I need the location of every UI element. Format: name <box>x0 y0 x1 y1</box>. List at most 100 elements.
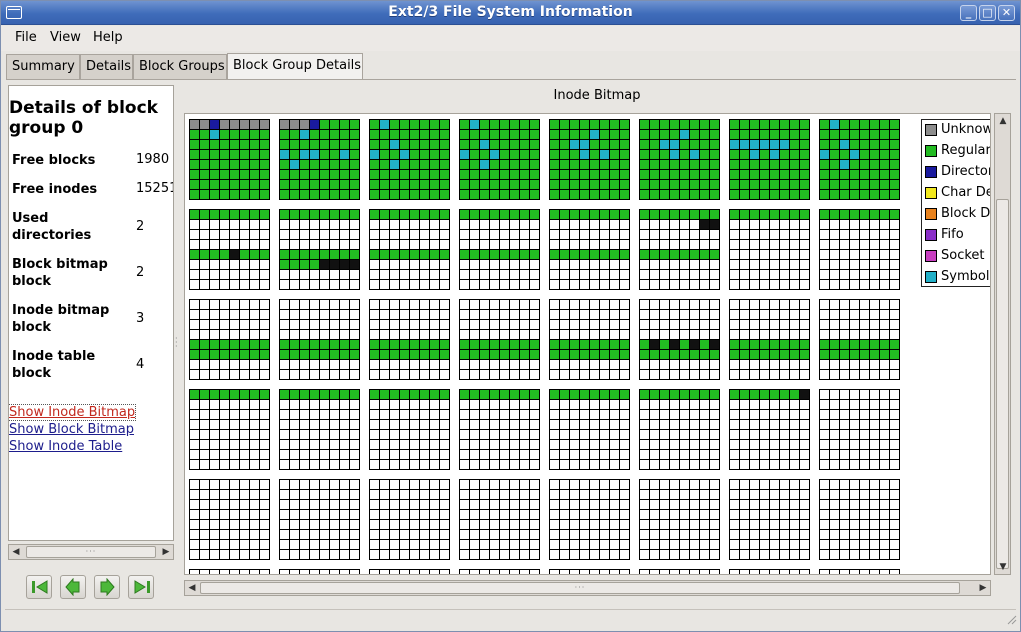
show-block-bitmap-link[interactable]: Show Block Bitmap <box>9 422 135 437</box>
legend-label: Directory <box>941 164 990 179</box>
bitmap-block <box>369 209 450 290</box>
show-inode-table-link[interactable]: Show Inode Table <box>9 439 123 454</box>
tab-summary[interactable]: Summary <box>6 54 80 79</box>
menu-help[interactable]: Help <box>93 30 123 45</box>
bitmap-block <box>819 389 900 470</box>
close-button[interactable]: ✕ <box>998 5 1015 21</box>
scroll-down-icon[interactable]: ▼ <box>999 562 1007 572</box>
legend-item: Symbolic Link <box>925 268 990 286</box>
legend-label: Fifo <box>941 227 964 242</box>
legend-item: Char Device <box>925 184 990 205</box>
first-icon <box>32 580 48 594</box>
char-device-swatch <box>925 187 937 199</box>
bitmap-block <box>369 299 450 380</box>
bitmap-block <box>459 389 540 470</box>
maximize-button[interactable]: □ <box>979 5 996 21</box>
bitmap-vscrollbar[interactable]: ▲ ▼ <box>994 113 1011 575</box>
fifo-swatch <box>925 229 937 241</box>
bitmap-block <box>279 569 360 574</box>
bitmap-block <box>189 209 270 290</box>
bitmap-header: Inode Bitmap <box>553 88 641 103</box>
bitmap-block <box>459 209 540 290</box>
bitmap-block <box>369 479 450 560</box>
regular-swatch <box>925 145 937 157</box>
bitmap-block <box>549 299 630 380</box>
menu-bar: File View Help <box>1 26 1020 51</box>
block-bitmap-value: 2 <box>136 265 145 280</box>
bitmap-block <box>189 389 270 470</box>
bitmap-block <box>729 119 810 200</box>
bitmap-block <box>549 479 630 560</box>
legend-item: Directory <box>925 163 990 184</box>
tab-details[interactable]: Details <box>80 54 133 79</box>
window-title: Ext2/3 File System Information <box>388 4 633 20</box>
previous-button[interactable] <box>60 575 86 599</box>
scroll-up-icon[interactable]: ▲ <box>999 116 1007 126</box>
legend-label: Regular <box>941 143 991 158</box>
title-bar[interactable]: Ext2/3 File System Information _ □ ✕ <box>1 1 1020 25</box>
last-icon <box>134 580 150 594</box>
show-inode-bitmap-link[interactable]: Show Inode Bitmap <box>9 404 137 421</box>
bitmap-block <box>459 479 540 560</box>
menu-file[interactable]: File <box>15 30 37 45</box>
bitmap-block <box>819 299 900 380</box>
bitmap-block <box>189 119 270 200</box>
next-button[interactable] <box>94 575 120 599</box>
bitmap-block <box>279 299 360 380</box>
bitmap-block <box>639 209 720 290</box>
scroll-right-icon[interactable]: ▶ <box>979 583 987 593</box>
tab-block-group-details[interactable]: Block Group Details <box>227 53 363 80</box>
bitmap-block <box>189 569 270 574</box>
bitmap-block <box>279 479 360 560</box>
inode-table-value: 4 <box>136 357 145 372</box>
minimize-button[interactable]: _ <box>960 5 977 21</box>
free-blocks-value: 1980 <box>136 152 170 167</box>
bitmap-hscrollbar[interactable]: ◀ ··· ▶ <box>184 580 991 596</box>
bitmap-block <box>279 389 360 470</box>
legend-label: Symbolic Link <box>941 269 990 284</box>
details-panel: Details of block group 0 Free blocks 198… <box>8 85 174 541</box>
free-inodes-value: 15251 <box>136 181 174 196</box>
resize-grip-icon[interactable] <box>1005 613 1017 627</box>
scroll-left-icon[interactable]: ◀ <box>12 547 20 557</box>
details-hscroll-thumb[interactable]: ··· <box>26 546 156 558</box>
bitmap-block <box>279 209 360 290</box>
last-button[interactable] <box>128 575 154 599</box>
bitmap-block <box>729 389 810 470</box>
bitmap-block <box>189 299 270 380</box>
block-device-swatch <box>925 208 937 220</box>
bitmap-block <box>639 299 720 380</box>
scroll-left-icon[interactable]: ◀ <box>188 583 196 593</box>
menu-view[interactable]: View <box>50 30 81 45</box>
first-button[interactable] <box>26 575 52 599</box>
scroll-right-icon[interactable]: ▶ <box>162 547 170 557</box>
bitmap-block <box>729 299 810 380</box>
legend-item: Block Device <box>925 205 990 226</box>
window-menu-icon[interactable] <box>6 6 22 19</box>
bitmap-block <box>639 389 720 470</box>
pane-splitter-handle[interactable]: · · · <box>175 334 178 351</box>
bitmap-block <box>729 209 810 290</box>
unknown-swatch <box>925 124 937 136</box>
directory-swatch <box>925 166 937 178</box>
bitmap-block <box>819 569 900 574</box>
details-title: Details of block group 0 <box>9 98 158 138</box>
inode-bitmap-canvas[interactable]: Unknown Regular Directory Char Device Block … <box>184 113 991 575</box>
free-blocks-label: Free blocks <box>12 153 96 168</box>
bitmap-block <box>549 209 630 290</box>
inode-table-label: Inode table block <box>12 349 96 381</box>
tab-block-groups[interactable]: Block Groups <box>133 54 227 79</box>
bitmap-block <box>459 119 540 200</box>
details-hscrollbar[interactable]: ◀ ··· ▶ <box>8 544 174 560</box>
used-directories-value: 2 <box>136 219 145 234</box>
bitmap-block <box>549 119 630 200</box>
bitmap-block <box>369 389 450 470</box>
bitmap-vscroll-thumb[interactable] <box>996 199 1009 569</box>
legend-item: Regular <box>925 142 991 163</box>
used-directories-label: Used directories <box>12 211 92 243</box>
bitmap-block <box>729 479 810 560</box>
inode-bitmap-label: Inode bitmap block <box>12 303 110 335</box>
bitmap-hscroll-thumb[interactable]: ··· <box>200 582 960 594</box>
previous-icon <box>65 578 80 596</box>
